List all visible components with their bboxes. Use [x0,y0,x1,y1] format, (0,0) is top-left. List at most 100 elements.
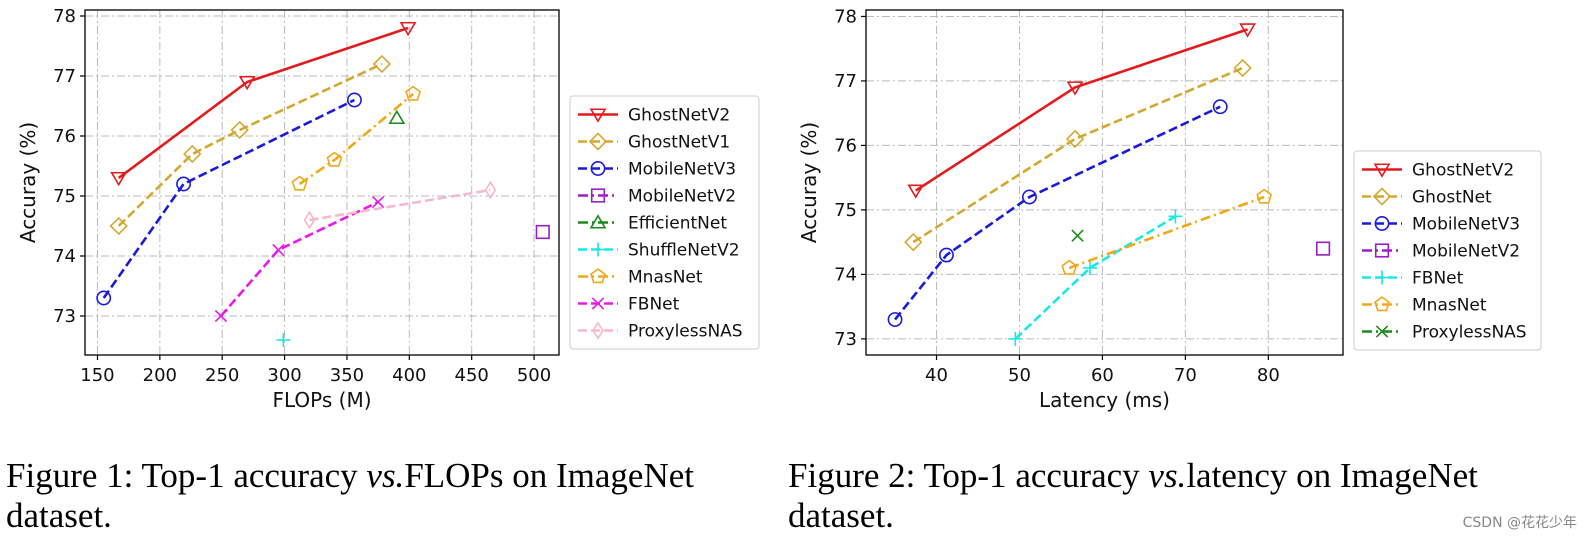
legend-marker-ghostnet [1372,187,1392,206]
legend-label-mobilenetv2: MobileNetV2 [1412,242,1520,262]
y-tick-label: 77 [834,71,857,92]
legend-marker-fbnet [591,297,605,310]
legend: GhostNetV2 GhostNet MobileNetV3 MobileNetV2… [1353,150,1542,351]
data-point-proxylessnas [303,210,316,230]
y-tick-label: 76 [53,126,76,147]
legend-label-shufflenetv2: ShuffleNetV2 [628,241,740,261]
data-point-ghostnet [904,232,923,252]
data-point-mnasnet [1256,188,1273,204]
x-axis-label: Latency (ms) [1039,388,1170,412]
series-mobilenetv3 [96,92,362,306]
series-line-proxylessnas [309,188,491,222]
data-point-mnasnet [405,85,421,101]
x-tick-label: 80 [1257,365,1280,386]
caption-figure-1: Figure 1: Top-1 accuracy vs.FLOPs on Ima… [6,456,694,536]
chart-latency: 40 50 60 70 80 73 74 75 76 77 78 Latency (ms) Accura… [797,6,1542,412]
data-point-mobilenetv3 [96,290,112,306]
y-tick-label: 73 [834,329,857,350]
data-point-ghostnetv2 [238,75,256,91]
caption-1-label: Figure 1: [6,456,134,495]
caption-1-vs: vs. [366,456,405,495]
x-tick-label: 60 [1091,365,1114,386]
data-point-mobilenetv3 [939,247,954,263]
caption-2-text-post: latency on ImageNet [1186,456,1478,495]
legend-label-mobilenetv3: MobileNetV3 [1412,215,1520,235]
data-point-ghostnetv1 [183,144,202,164]
data-point-mobilenetv3 [176,176,191,192]
data-point-mnasnet [326,151,343,167]
watermark: CSDN @花花少年 [1462,515,1577,531]
series-line-mnasnet [298,93,414,186]
x-tick-label: 300 [267,365,301,386]
legend-label-fbnet: FBNet [1412,269,1464,289]
legend-marker-mobilenetv2 [590,188,606,203]
data-point-mobilenetv2 [1315,241,1331,256]
series-proxylessnas [303,180,497,230]
data-point-mobilenetv3 [887,312,903,327]
data-point-ghostnetv1 [109,216,128,236]
legend-label-mnasnet: MnasNet [1412,296,1487,316]
x-tick-label: 350 [330,365,364,386]
legend-marker-mnasnet [590,268,606,284]
caption-2-vs: vs. [1148,456,1187,495]
y-tick-label: 74 [53,246,76,267]
series-line-mobilenetv3 [894,105,1221,321]
series-mnasnet [291,85,421,191]
data-point-ghostnetv2 [1066,81,1084,96]
legend-marker-ghostnetv2 [589,108,607,123]
legend-marker-efficientnet [589,214,607,229]
data-point-mobilenetv2 [535,224,550,240]
data-point-proxylessnas [484,180,497,200]
data-point-ghostnet [1233,58,1252,78]
data-point-mnasnet [1061,259,1078,275]
series-line-fbnet [219,200,379,317]
data-point-ghostnetv2 [399,21,417,37]
data-point-ghostnet [1065,129,1085,149]
series-fbnet [214,195,385,323]
legend: GhostNetV2 GhostNetV1 MobileNetV3 MobileNet… [569,95,760,350]
data-point-fbnet [272,243,285,257]
x-tick-label: 450 [455,365,489,386]
legend-marker-mobilenetv2 [1374,243,1390,258]
legend-label-ghostnet: GhostNet [1412,188,1492,208]
data-point-ghostnetv1 [230,120,249,140]
legend-label-efficientnet: EfficientNet [628,214,727,234]
caption-2-label: Figure 2: [788,456,916,495]
y-tick-label: 73 [53,306,76,327]
y-tick-label: 76 [834,135,857,156]
data-point-fbnet [371,195,385,209]
series-shufflenetv2 [276,333,291,347]
x-tick-label: 50 [1008,365,1031,386]
legend-label-ghostnetv2: GhostNetV2 [1412,161,1514,181]
legend-label-ghostnetv1: GhostNetV1 [628,133,730,153]
x-tick-label: 70 [1174,365,1197,386]
data-point-fbnet [1168,209,1183,224]
caption-1-text: Top-1 accuracy [141,456,358,495]
legend-label-ghostnetv2: GhostNetV2 [628,106,730,126]
x-tick-label: 40 [925,365,948,386]
data-point-efficientnet [388,109,406,125]
legend-marker-shufflenetv2 [591,242,605,257]
legend-marker-proxylessnas [592,321,604,340]
x-tick-label: 500 [517,365,551,386]
y-tick-label: 78 [834,6,857,27]
series-line-fbnet [1014,215,1177,340]
legend-marker-mobilenetv3 [590,161,606,176]
data-point-ghostnetv1 [372,54,392,74]
legend-marker-proxylessnas [1375,325,1389,338]
y-tick-label: 74 [834,264,857,285]
legend-frame [569,95,760,350]
y-tick-label: 77 [53,66,76,87]
series-ghostnetv1 [109,54,392,236]
series-ghostnetv2 [110,21,417,187]
x-tick-label: 200 [143,365,177,386]
legend-label-proxylessnas: ProxylessNAS [628,322,743,342]
data-point-mnasnet [291,175,308,191]
legend-label-proxylessnas: ProxylessNAS [1412,323,1527,343]
data-point-mobilenetv3 [346,92,362,108]
series-efficientnet [388,109,406,125]
y-tick-label: 75 [53,186,76,207]
y-tick-label: 75 [834,200,857,221]
series-proxylessnas [1071,229,1084,242]
